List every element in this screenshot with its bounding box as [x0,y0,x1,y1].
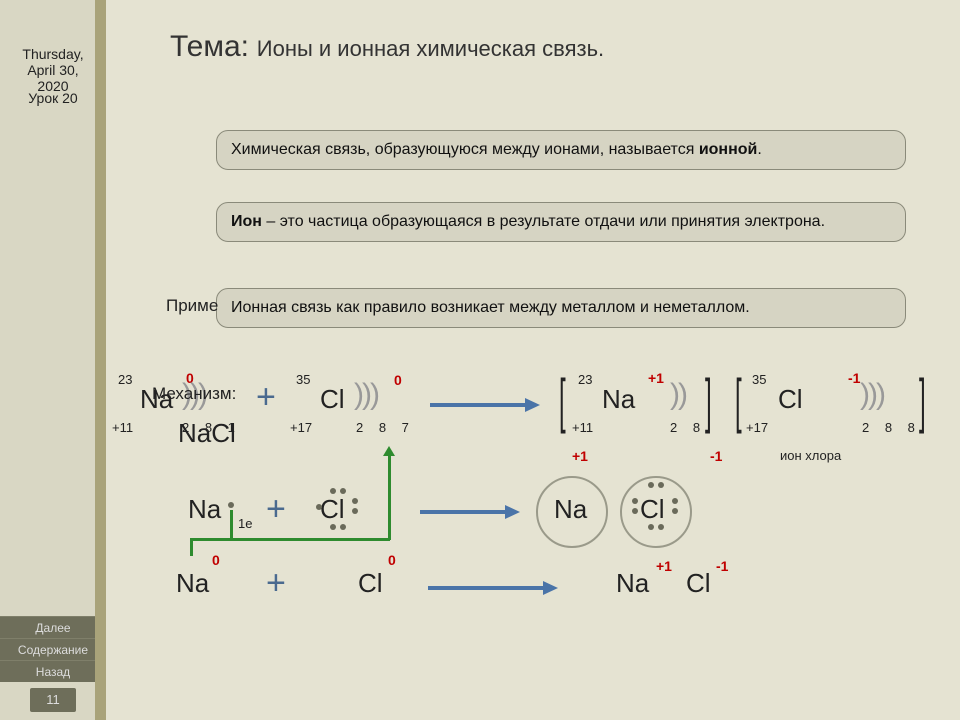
def3-text: Ионная связь как правило возникает между… [231,299,750,316]
na-ion-shells: )) [670,378,686,412]
na-ion-mass: 23 [578,372,592,387]
cli-d1 [648,482,654,488]
na-ion-electrons: 2 8 [670,420,706,435]
sidebar: Thursday, April 30, 2020 Урок 20 Далее С… [0,0,106,720]
cl-lewis: Cl [320,494,345,525]
cl-ion-shells: ))) [860,378,884,412]
cl-ion-symbol: Cl [778,384,803,415]
na-z: +11 [112,420,133,435]
na-ion-z: +11 [572,420,593,435]
cl-symbol-1: Cl [320,384,345,415]
cli-d7 [632,498,638,504]
na3-ion-chg: +1 [656,558,672,574]
na-ion-symbol: Na [602,384,635,415]
definition-box-2: Ион – это частица образующаяся в результ… [216,202,906,242]
cl-d7 [316,504,322,510]
page-number-badge: 11 [30,688,76,712]
cl-bracket-l: [ [735,366,742,435]
def2-text-bold: Ион [231,213,262,230]
green-v3 [190,538,193,556]
cl-bracket-r: ] [919,366,926,435]
cl-shells: ))) [354,378,378,412]
date-line1: Thursday, [22,46,83,62]
cl3-ion-chg: -1 [716,558,728,574]
na-dot [228,502,234,508]
reaction-arrow-2 [420,502,520,522]
nav-toc-button[interactable]: Содержание [0,638,106,660]
green-v2 [388,454,391,540]
cl-ion-mass: 35 [752,372,766,387]
cli-d6 [658,524,664,530]
na-mass: 23 [118,372,132,387]
cl-ion-electrons: 2 8 8 [862,420,921,435]
cl-ion-chg-below: -1 [710,448,722,464]
na-3-ion: Na [616,568,649,599]
cl-charge-0: 0 [394,372,402,388]
na-3: Na [176,568,209,599]
definition-box-3: Ионная связь как правило возникает между… [216,288,906,328]
cl-d3 [352,498,358,504]
na-lewis-ion: Na [554,494,587,525]
cl-d5 [330,524,336,530]
na-bracket-l: [ [559,366,566,435]
cl-lewis-ion: Cl [640,494,665,525]
cl-3-ion: Cl [686,568,711,599]
cli-d4 [672,508,678,514]
nav-next-button[interactable]: Далее [0,616,106,638]
electron-1e: 1e [238,516,252,531]
nacl-formula: NaCl [178,418,236,449]
title-prefix: Тема: [170,30,249,63]
cli-d5 [648,524,654,530]
slide-stage: Thursday, April 30, 2020 Урок 20 Далее С… [0,0,960,720]
na-bracket-r: ] [705,366,712,435]
green-v1 [230,510,233,540]
lesson-number: Урок 20 [0,90,106,106]
plus-3: + [266,564,286,603]
plus-1: + [256,378,276,417]
cl-d2 [340,488,346,494]
nav-back-button[interactable]: Назад [0,660,106,682]
def1-text-a: Химическая связь, образующуюся между ион… [231,141,699,158]
na-lewis: Na [188,494,221,525]
def1-text-bold: ионной [699,141,758,158]
ion-cl-label: ион хлора [780,448,841,463]
slide-date: Thursday, April 30, 2020 [0,46,106,94]
title-topic: Ионы и ионная химическая связь. [257,36,604,61]
na-ion-charge: +1 [648,370,664,386]
cli-d8 [632,508,638,514]
plus-2: + [266,490,286,529]
green-head [383,446,395,456]
date-line2: April 30, [27,62,78,78]
cli-d2 [658,482,664,488]
def1-text-c: . [757,141,761,158]
cl-ion-z: +17 [746,420,768,435]
cli-d3 [672,498,678,504]
mechanism-label: Механизм: [152,384,236,404]
cl3-chg0: 0 [388,552,396,568]
cl-d6 [340,524,346,530]
reaction-arrow-1 [430,395,540,415]
cl-mass: 35 [296,372,310,387]
na3-chg0: 0 [212,552,220,568]
accent-strip [95,0,106,720]
cl-ion-charge: -1 [848,370,860,386]
cl-d4 [352,508,358,514]
na-ion-chg-below: +1 [572,448,588,464]
cl-3: Cl [358,568,383,599]
cl-electrons: 2 8 7 [356,420,415,435]
green-h1 [190,538,390,541]
reaction-arrow-3 [428,578,558,598]
cl-z: +17 [290,420,312,435]
cl-d1 [330,488,336,494]
example-label: Приме [166,296,218,316]
slide-title: Тема: Ионы и ионная химическая связь. [170,30,604,64]
def2-text-b: – это частица образующаяся в результате … [262,213,825,230]
definition-box-1: Химическая связь, образующуюся между ион… [216,130,906,170]
